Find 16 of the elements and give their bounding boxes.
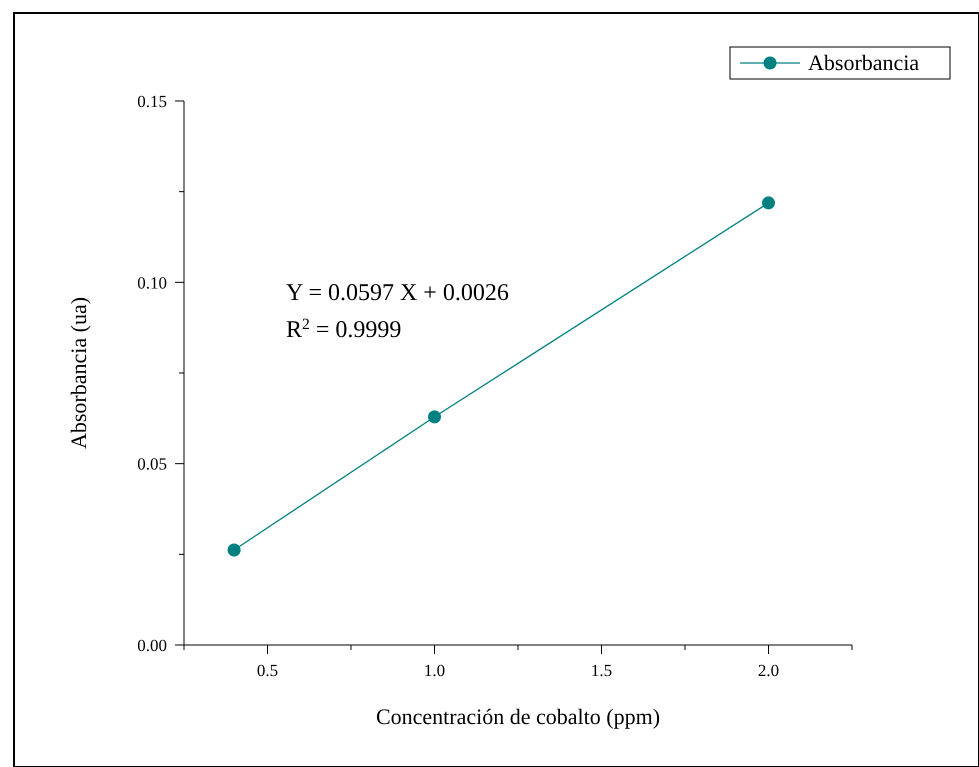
x-tick-label: 2.0 (758, 661, 780, 680)
point (228, 543, 241, 556)
x-tick-label: 1.5 (590, 661, 612, 680)
legend-label: Absorbancia (808, 50, 920, 75)
y-tick-label: 0.00 (137, 636, 167, 655)
x-tick-label: 1.0 (424, 661, 446, 680)
annotation: R$^{2}$ = 0.9999 (286, 316, 402, 343)
x-axis-title: Concentración de cobalto (ppm) (376, 704, 660, 729)
y-tick-label: 0.10 (137, 273, 167, 292)
x-tick-label: 0.5 (256, 661, 278, 680)
y-axis-title: Absorbancia (ua) (66, 296, 91, 450)
point (762, 196, 775, 210)
annotation: Y = 0.0597 X + 0.0026 (286, 280, 509, 306)
y-tick-label: 0.05 (137, 454, 167, 474)
point (428, 410, 441, 424)
y-tick-label: 0.15 (137, 92, 167, 111)
